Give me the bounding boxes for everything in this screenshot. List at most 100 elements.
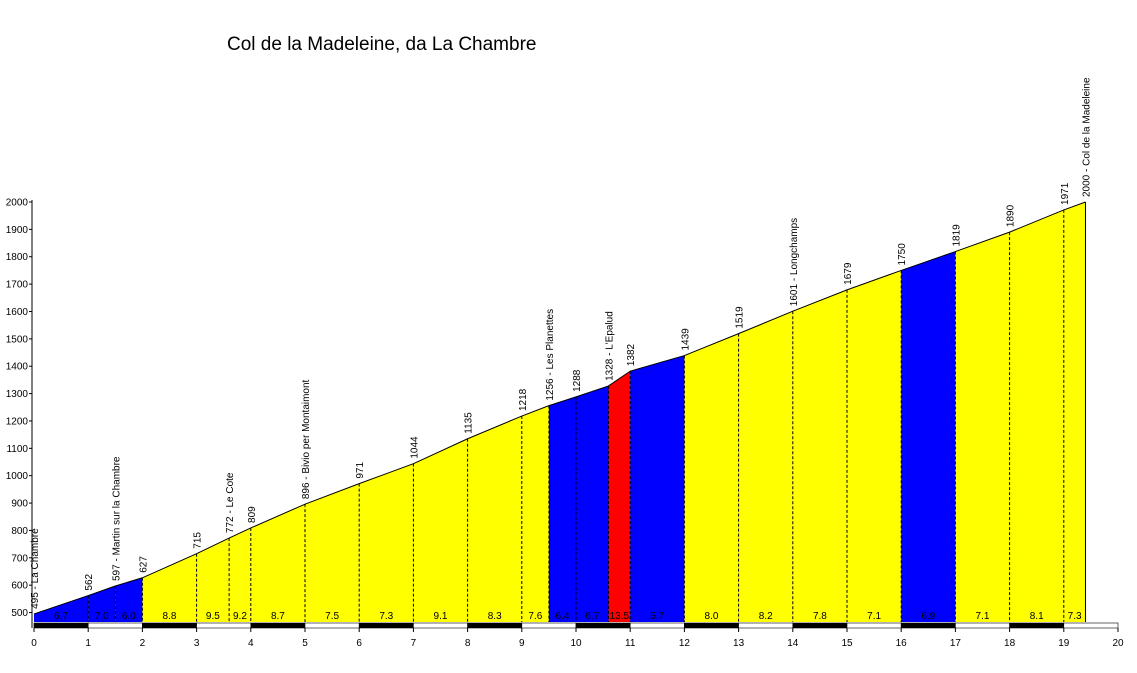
- waypoint-labels: 495 - La Chambre 562 597 - Martin sur la C…: [30, 77, 1092, 609]
- waypoint-label: 2000 - Col de la Madeleine: [1081, 77, 1092, 197]
- x-tick-label: 8: [465, 638, 471, 649]
- y-tick-label: 600: [11, 581, 28, 592]
- y-tick-label: 700: [11, 553, 28, 564]
- x-tick-label: 15: [841, 638, 853, 649]
- scale-band: [33, 622, 89, 629]
- profile-segment: [229, 527, 251, 622]
- gradient-label: 7.1: [867, 611, 881, 622]
- y-tick-label: 1000: [6, 471, 29, 482]
- waypoint-label: 1519: [735, 306, 746, 329]
- gradient-labels: 6.7 7.0 6.0 8.8 9.5 9.2 8.7 7.5 7.3 9.1 8.3 7.6 6.4 6…: [54, 611, 1082, 622]
- x-tick-label: 2: [140, 638, 146, 649]
- profile-segment: [34, 595, 89, 622]
- axes: 500 600 700 800 900 1000 1100 1200 1300 1400 1500 1…: [6, 198, 1124, 650]
- waypoint-label: 1382: [626, 343, 637, 366]
- waypoint-label: 1819: [951, 224, 962, 247]
- y-tick-label: 1500: [6, 334, 29, 345]
- gradient-label: 6.7: [54, 611, 68, 622]
- y-tick-label: 1300: [6, 389, 29, 400]
- x-tick-label: 11: [625, 638, 636, 649]
- waypoint-label: 1679: [843, 262, 854, 285]
- x-tick-label: 4: [248, 638, 254, 649]
- profile-segment: [608, 371, 631, 622]
- scale-band: [738, 622, 794, 629]
- waypoint-label: 1256 - Les Planettes: [545, 309, 556, 401]
- gradient-label: 7.5: [325, 611, 339, 622]
- profile-segment: [413, 438, 468, 622]
- waypoint-label: 1288: [572, 369, 583, 392]
- gradient-label: 7.3: [1068, 611, 1082, 622]
- profile-segment: [792, 289, 847, 622]
- scale-band: [521, 622, 577, 629]
- x-tick-label: 13: [733, 638, 745, 649]
- scale-band: [1063, 622, 1119, 629]
- y-tick-label: 1200: [6, 416, 29, 427]
- gradient-label: 6.0: [122, 611, 136, 622]
- waypoint-label: 715: [193, 532, 204, 549]
- scale-band: [358, 622, 414, 629]
- y-tick-label: 1400: [6, 362, 29, 373]
- profile-segment: [115, 577, 143, 622]
- waypoint-label: 627: [138, 556, 149, 573]
- profile-droplines: [87, 202, 1086, 622]
- scale-band: [684, 622, 739, 629]
- profile-segment: [88, 586, 116, 622]
- gradient-label: 7.3: [379, 611, 393, 622]
- chart-title: Col de la Madeleine, da La Chambre: [227, 34, 537, 55]
- profile-segment: [630, 355, 685, 622]
- waypoint-label: 597 - Martin sur la Chambre: [111, 456, 122, 581]
- profile-segment: [576, 385, 609, 622]
- waypoint-label: 1218: [518, 388, 529, 411]
- scale-band: [1009, 622, 1065, 629]
- y-tick-label: 1600: [6, 307, 29, 318]
- profile-segment: [359, 463, 414, 622]
- y-tick-label: 800: [11, 526, 28, 537]
- y-tick-label: 900: [11, 499, 28, 510]
- waypoint-label: 1044: [409, 436, 420, 459]
- waypoint-label: 772 - Le Cote: [225, 472, 236, 533]
- profile-fills: [33, 201, 1086, 622]
- gradient-label: 8.3: [488, 611, 502, 622]
- x-tick-label: 0: [31, 638, 37, 649]
- gradient-label: 6.4: [555, 611, 569, 622]
- x-tick-label: 6: [356, 638, 362, 649]
- profile-segment: [521, 405, 549, 622]
- y-tick-label: 2000: [6, 198, 29, 209]
- x-tick-label: 3: [194, 638, 200, 649]
- scale-band: [413, 622, 468, 629]
- y-tick-label: 1900: [6, 225, 29, 236]
- waypoint-label: 971: [355, 462, 366, 479]
- profile-segment: [1063, 202, 1086, 622]
- gradient-label: 8.0: [705, 611, 719, 622]
- profile-segment: [548, 396, 576, 622]
- gradient-label: 8.8: [163, 611, 177, 622]
- y-tick-label: 1800: [6, 252, 29, 263]
- x-tick-label: 14: [787, 638, 799, 649]
- scale-band: [250, 622, 306, 629]
- gradient-label: 7.1: [976, 611, 990, 622]
- profile-segment: [467, 416, 522, 622]
- y-tick-label: 500: [11, 608, 28, 619]
- gradient-label: 6.9: [921, 611, 935, 622]
- waypoint-label: 809: [247, 506, 258, 523]
- y-tick-label: 1100: [6, 444, 28, 455]
- waypoint-label: 562: [84, 573, 95, 590]
- x-tick-label: 18: [1004, 638, 1016, 649]
- waypoint-label: 1890: [1006, 204, 1017, 227]
- gradient-label: 9.2: [233, 611, 247, 622]
- scale-band: [900, 622, 956, 629]
- waypoint-label: 1135: [464, 412, 475, 434]
- gradient-label: 9.5: [206, 611, 220, 622]
- scale-band: [467, 622, 523, 629]
- gradient-label: 13.5: [610, 611, 630, 622]
- gradient-label: 7.0: [95, 611, 109, 622]
- scale-band: [955, 622, 1010, 629]
- scale-band: [575, 622, 631, 629]
- x-tick-label: 7: [411, 638, 417, 649]
- gradient-label: 6.7: [585, 611, 599, 622]
- gradient-label: 7.8: [813, 611, 827, 622]
- waypoint-label: 896 - Bivio per Montaimont: [301, 379, 312, 499]
- waypoint-label: 1750: [897, 243, 908, 266]
- scale-band: [792, 622, 848, 629]
